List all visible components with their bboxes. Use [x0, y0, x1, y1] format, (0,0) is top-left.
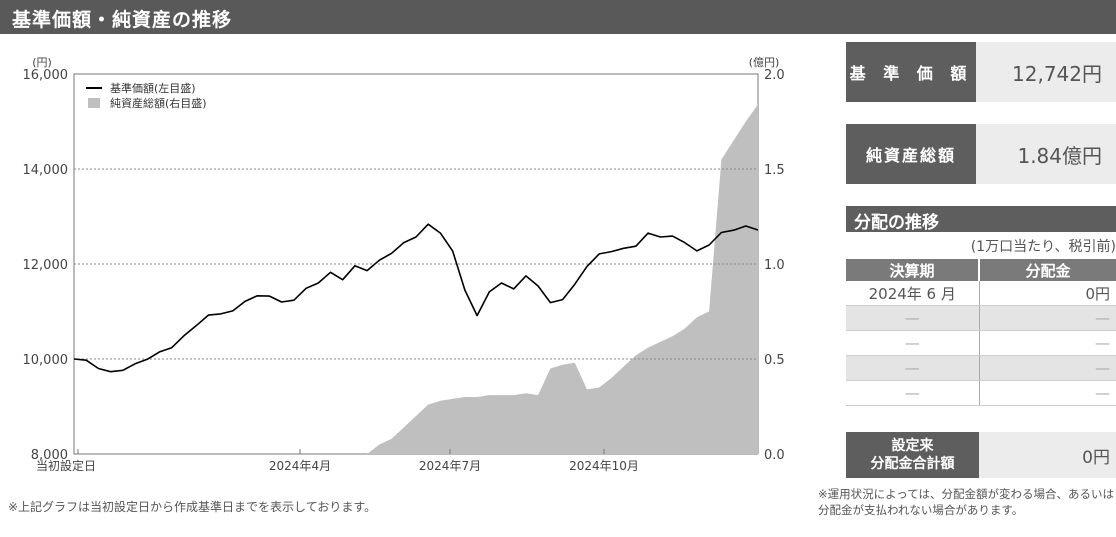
nav-chart: 8,000 0.0 10,000 0.5 12,000 1.0 14,000 1.5 16,00…: [23, 56, 785, 473]
assets-area-series: [74, 104, 758, 455]
legend-assets-label: 純資産総額(右目盛): [110, 96, 207, 110]
row-amount: —: [979, 305, 1116, 331]
nav-value: 12,742円: [976, 42, 1116, 102]
left-tick-label: 14,000: [23, 163, 69, 178]
x-tick-label: 2024年10月: [569, 459, 639, 473]
table-row: — —: [846, 330, 1116, 356]
assets-value: 1.84億円: [976, 124, 1116, 184]
right-tick-label: 1.5: [764, 163, 785, 178]
assets-label: 純資産総額: [846, 124, 976, 184]
nav-label: 基 準 価 額: [846, 42, 976, 102]
total-label: 設定来 分配金合計額: [846, 432, 979, 478]
distribution-title: 分配の推移: [854, 213, 939, 233]
distribution-title-bar: 分配の推移: [846, 206, 1116, 233]
row-amount: 0円: [979, 281, 1116, 306]
left-tick-label: 16,000: [23, 68, 69, 83]
row-period: 2024年 6 月: [846, 281, 980, 306]
right-tick-label: 0.0: [764, 448, 785, 463]
table-row: 2024年 6 月 0円: [846, 281, 1116, 306]
legend-nav-label: 基準価額(左目盛): [110, 81, 196, 95]
assets-box: 純資産総額 1.84億円: [846, 124, 1116, 184]
nav-box: 基 準 価 額 12,742円: [846, 42, 1116, 102]
left-tick-label: 10,000: [23, 353, 69, 368]
chart-note: ※上記グラフは当初設定日から作成基準日までを表示しております。: [8, 500, 377, 514]
row-amount: —: [979, 380, 1116, 406]
right-axis-unit: (億円): [749, 56, 780, 69]
table-row: — —: [846, 355, 1116, 381]
legend-assets-swatch: [88, 98, 100, 108]
section-title: 基準価額・純資産の推移: [12, 9, 233, 31]
row-period: —: [846, 305, 980, 331]
left-tick-label: 8,000: [31, 448, 68, 463]
x-tick-label: 当初設定日: [36, 458, 96, 473]
row-amount: —: [979, 355, 1116, 381]
table-row: — —: [846, 380, 1116, 406]
total-label-line1: 設定来: [891, 438, 934, 454]
total-value: 0円: [979, 432, 1116, 478]
row-period: —: [846, 380, 980, 406]
table-row: — —: [846, 305, 1116, 331]
distribution-total-box: 設定来 分配金合計額 0円: [846, 432, 1116, 478]
nav-line-series: [73, 223, 759, 373]
column-header-amount: 分配金: [979, 259, 1116, 281]
distribution-table: 決算期 分配金 2024年 6 月 0円 — — — — — — — —: [846, 259, 1116, 406]
section-title-bar: 基準価額・純資産の推移: [0, 0, 1116, 34]
left-axis-unit: (円): [32, 56, 52, 69]
left-tick-label: 12,000: [23, 258, 69, 273]
row-period: —: [846, 330, 980, 356]
distribution-footnote: ※運用状況によっては、分配金額が変わる場合、あるいは分配金が支払われない場合があ…: [818, 487, 1114, 517]
x-tick-label: 2024年7月: [419, 459, 481, 473]
right-tick-label: 0.5: [764, 353, 785, 368]
total-label-line2: 分配金合計額: [870, 456, 955, 472]
table-header-row: 決算期 分配金: [846, 259, 1116, 281]
x-tick-label: 2024年4月: [269, 459, 331, 473]
row-amount: —: [979, 330, 1116, 356]
row-period: —: [846, 355, 980, 381]
column-header-period: 決算期: [846, 259, 980, 281]
right-tick-label: 1.0: [764, 258, 785, 273]
right-tick-label: 2.0: [764, 68, 785, 83]
distribution-subtitle: (1万口当たり、税引前): [970, 239, 1116, 255]
